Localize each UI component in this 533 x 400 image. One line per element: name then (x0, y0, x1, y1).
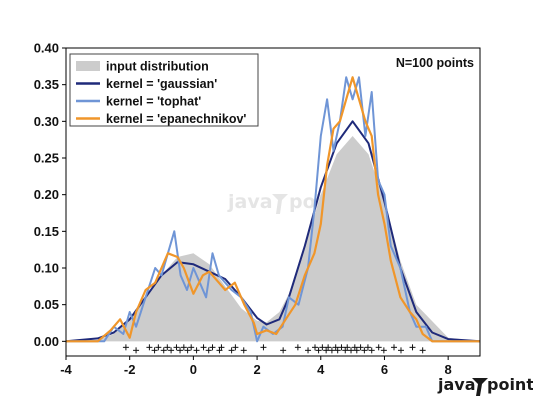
sample-point-marker (305, 347, 312, 354)
sample-point-marker (325, 344, 332, 351)
svg-text:point: point (487, 375, 533, 394)
brand-watermark: java point (437, 375, 533, 396)
sample-point-marker (180, 344, 187, 351)
sample-point-marker (164, 344, 171, 351)
sample-point-marker (391, 344, 398, 351)
sample-point-marker (193, 347, 200, 354)
brand-watermark-suffix: point (487, 375, 533, 394)
y-tick-label: 0.10 (34, 261, 59, 276)
sample-point-marker (184, 347, 191, 354)
plot-area (66, 76, 480, 354)
sample-point-marker (205, 347, 212, 354)
center-watermark-prefix: java (227, 191, 273, 213)
legend-box (69, 53, 259, 127)
y-tick-label: 0.20 (34, 187, 59, 202)
sample-point-marker (168, 347, 175, 354)
sample-point-marker (375, 344, 382, 351)
sample-point-marker (260, 344, 267, 351)
y-tick-label: 0.25 (34, 151, 59, 166)
y-tick-label: 0.30 (34, 114, 59, 129)
legend-swatch-input-distribution (76, 61, 100, 71)
sample-point-marker (368, 347, 375, 354)
sample-point-marker (177, 347, 184, 354)
sample-point-marker (294, 344, 301, 351)
x-tick-label: -2 (124, 362, 136, 377)
series-line-gaussian (66, 120, 480, 343)
sample-point-marker (232, 344, 239, 351)
x-tick-label: 4 (317, 362, 325, 377)
sample-point-marker (228, 347, 235, 354)
sample-point-marker (312, 344, 318, 351)
legend-label-tophat: kernel = 'tophat' (106, 95, 201, 109)
sample-point-marker (357, 344, 364, 351)
sample-count-annotation: N=100 points (396, 56, 474, 70)
sample-point-marker (160, 347, 167, 354)
x-tick-label: -4 (60, 362, 72, 377)
brand-watermark-prefix: java (437, 375, 476, 394)
sample-point-marker (280, 347, 287, 354)
y-tick-label: 0.35 (34, 77, 59, 92)
sample-point-marker (364, 344, 371, 351)
x-tick-label: 0 (190, 362, 197, 377)
x-tick-label: 6 (381, 362, 388, 377)
legend-label-gaussian: kernel = 'gaussian' (106, 77, 217, 91)
sample-point-marker (397, 347, 404, 354)
series-line-epanechnikov (66, 76, 480, 343)
legend-label-epanechnikov: kernel = 'epanechnikov' (106, 112, 246, 126)
legend: input distribution kernel = 'gaussian' ker… (69, 53, 259, 127)
sample-point-marker (319, 344, 326, 351)
sample-point-marker (380, 347, 387, 354)
sample-point-marker (209, 344, 216, 351)
sample-point-marker (328, 347, 335, 354)
svg-text:java: java (227, 191, 273, 213)
sample-point-marker (353, 347, 360, 354)
sample-point-marker (173, 344, 180, 351)
axes: -4 -2 0 2 4 6 8 0.00 0.05 0.10 0.15 0.20 0.25 0.30 0.3… (34, 41, 481, 377)
x-tick-label: 8 (445, 362, 452, 377)
sample-point-marker (151, 347, 158, 354)
y-tick-label: 0.05 (34, 297, 59, 312)
brand-logo-icon (472, 378, 488, 396)
sample-point-marker (146, 344, 153, 351)
sample-point-marker (361, 347, 368, 354)
sample-point-marker (133, 347, 140, 354)
sample-point-marker (419, 347, 426, 354)
sample-point-marker (409, 344, 416, 351)
y-tick-label: 0.40 (34, 41, 59, 56)
x-tick-label: 2 (253, 362, 260, 377)
sample-point-marker (315, 347, 322, 354)
svg-text:java: java (437, 375, 476, 394)
center-watermark-logo-icon (272, 194, 288, 214)
sample-point-marker (334, 347, 341, 354)
y-tick-label: 0.15 (34, 224, 59, 239)
legend-label-input-distribution: input distribution (106, 60, 209, 74)
sample-point-marker (338, 344, 345, 351)
sample-point-marker (122, 344, 129, 351)
y-tick-label: 0.00 (34, 334, 59, 349)
series-input-distribution-area (66, 136, 480, 342)
plot-frame (65, 47, 481, 357)
sample-point-marker (344, 344, 351, 351)
sample-point-marker (188, 344, 195, 351)
sample-point-marker (200, 344, 207, 351)
sample-point-marker (218, 344, 225, 351)
sample-point-marker (348, 347, 355, 354)
sample-point-marker (240, 347, 247, 354)
sample-point-marker (155, 344, 162, 351)
